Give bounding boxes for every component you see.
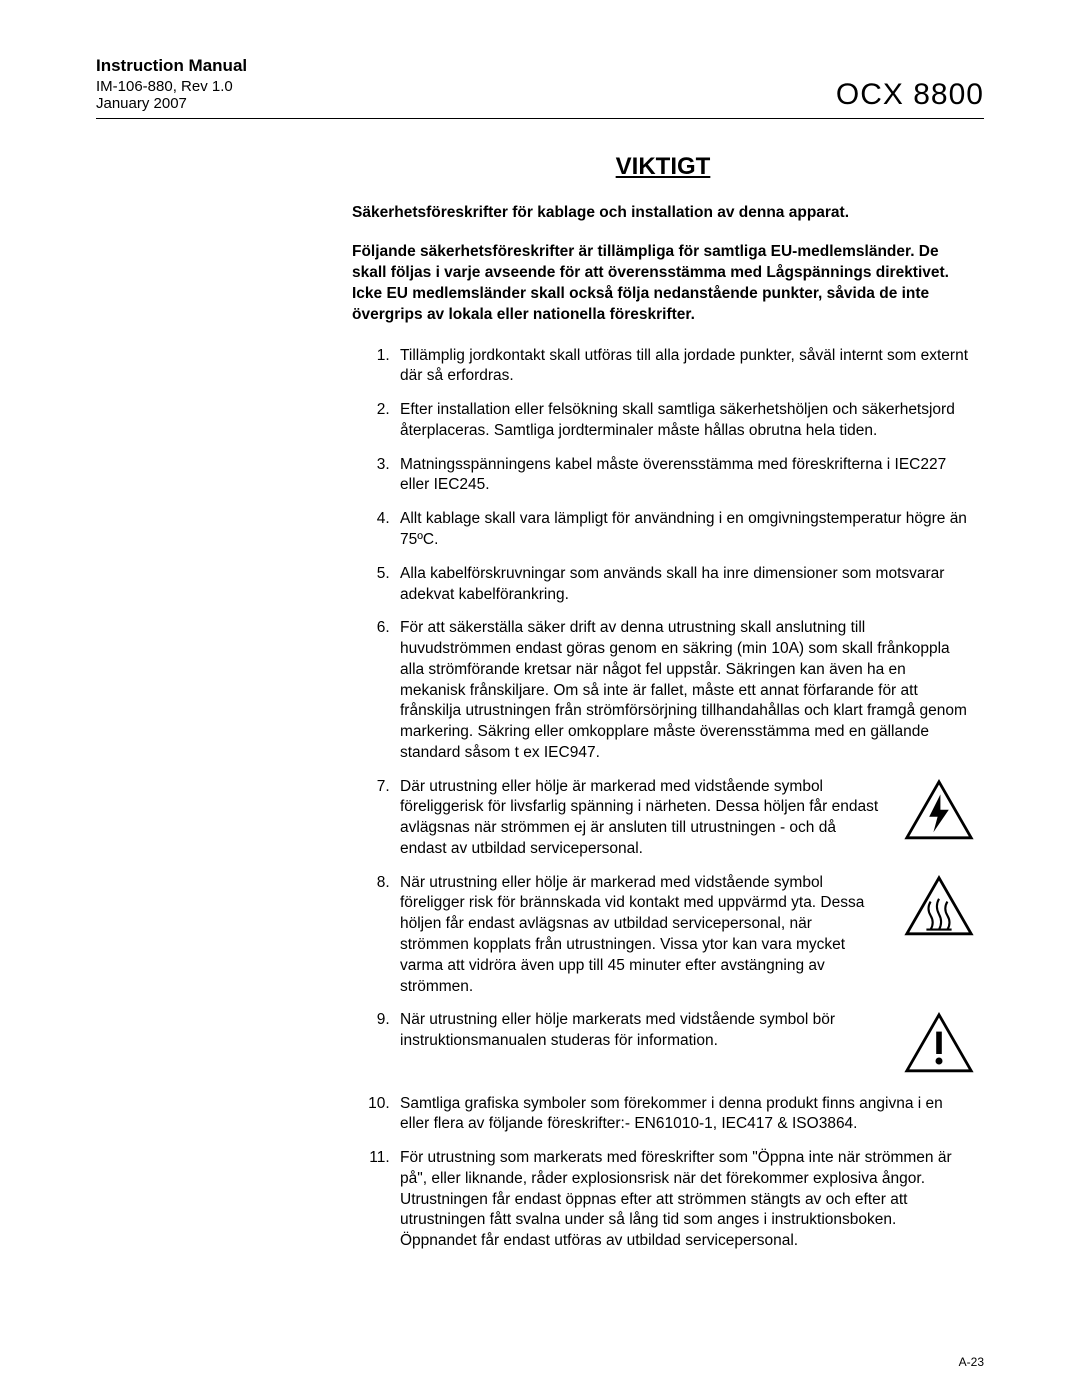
instruction-list: Tillämplig jordkontakt skall utföras til… [352, 346, 974, 1252]
instruction-item: När utrustning eller hölje markerats med… [394, 1010, 974, 1080]
instruction-item: Tillämplig jordkontakt skall utföras til… [394, 346, 974, 388]
instruction-text: När utrustning eller hölje är markerad m… [400, 873, 880, 998]
instruction-item: Alla kabelförskruvningar som används ska… [394, 564, 974, 606]
doc-date: January 2007 [96, 95, 247, 112]
manual-title: Instruction Manual [96, 56, 247, 76]
instruction-item: För utrustning som markerats med föreskr… [394, 1148, 974, 1252]
voltage-warning-icon [904, 779, 974, 847]
intro-paragraph-1: Säkerhetsföreskrifter för kablage och in… [352, 203, 974, 224]
instruction-text: När utrustning eller hölje markerats med… [400, 1010, 880, 1052]
instruction-item: Efter installation eller felsökning skal… [394, 400, 974, 442]
intro-paragraph-2: Följande säkerhetsföreskrifter är tilläm… [352, 242, 974, 326]
header-left: Instruction Manual IM-106-880, Rev 1.0 J… [96, 56, 247, 112]
product-name: OCX 8800 [836, 78, 984, 112]
hot-warning-icon [904, 875, 974, 943]
instruction-item: När utrustning eller hölje är markerad m… [394, 873, 974, 998]
instruction-item: Där utrustning eller hölje är markerad m… [394, 777, 974, 860]
content: VIKTIGT Säkerhetsföreskrifter för kablag… [352, 153, 974, 1252]
instruction-item: Matningsspänningens kabel måste överenss… [394, 455, 974, 497]
instruction-item: För att säkerställa säker drift av denna… [394, 618, 974, 763]
instruction-text: Där utrustning eller hölje är markerad m… [400, 777, 880, 860]
caution-warning-icon [904, 1012, 974, 1080]
section-title: VIKTIGT [352, 153, 974, 181]
page-number: A-23 [959, 1355, 984, 1369]
instruction-item: Allt kablage skall vara lämpligt för anv… [394, 509, 974, 551]
doc-id: IM-106-880, Rev 1.0 [96, 78, 247, 95]
instruction-item: Samtliga grafiska symboler som förekomme… [394, 1094, 974, 1136]
page-header: Instruction Manual IM-106-880, Rev 1.0 J… [96, 56, 984, 119]
